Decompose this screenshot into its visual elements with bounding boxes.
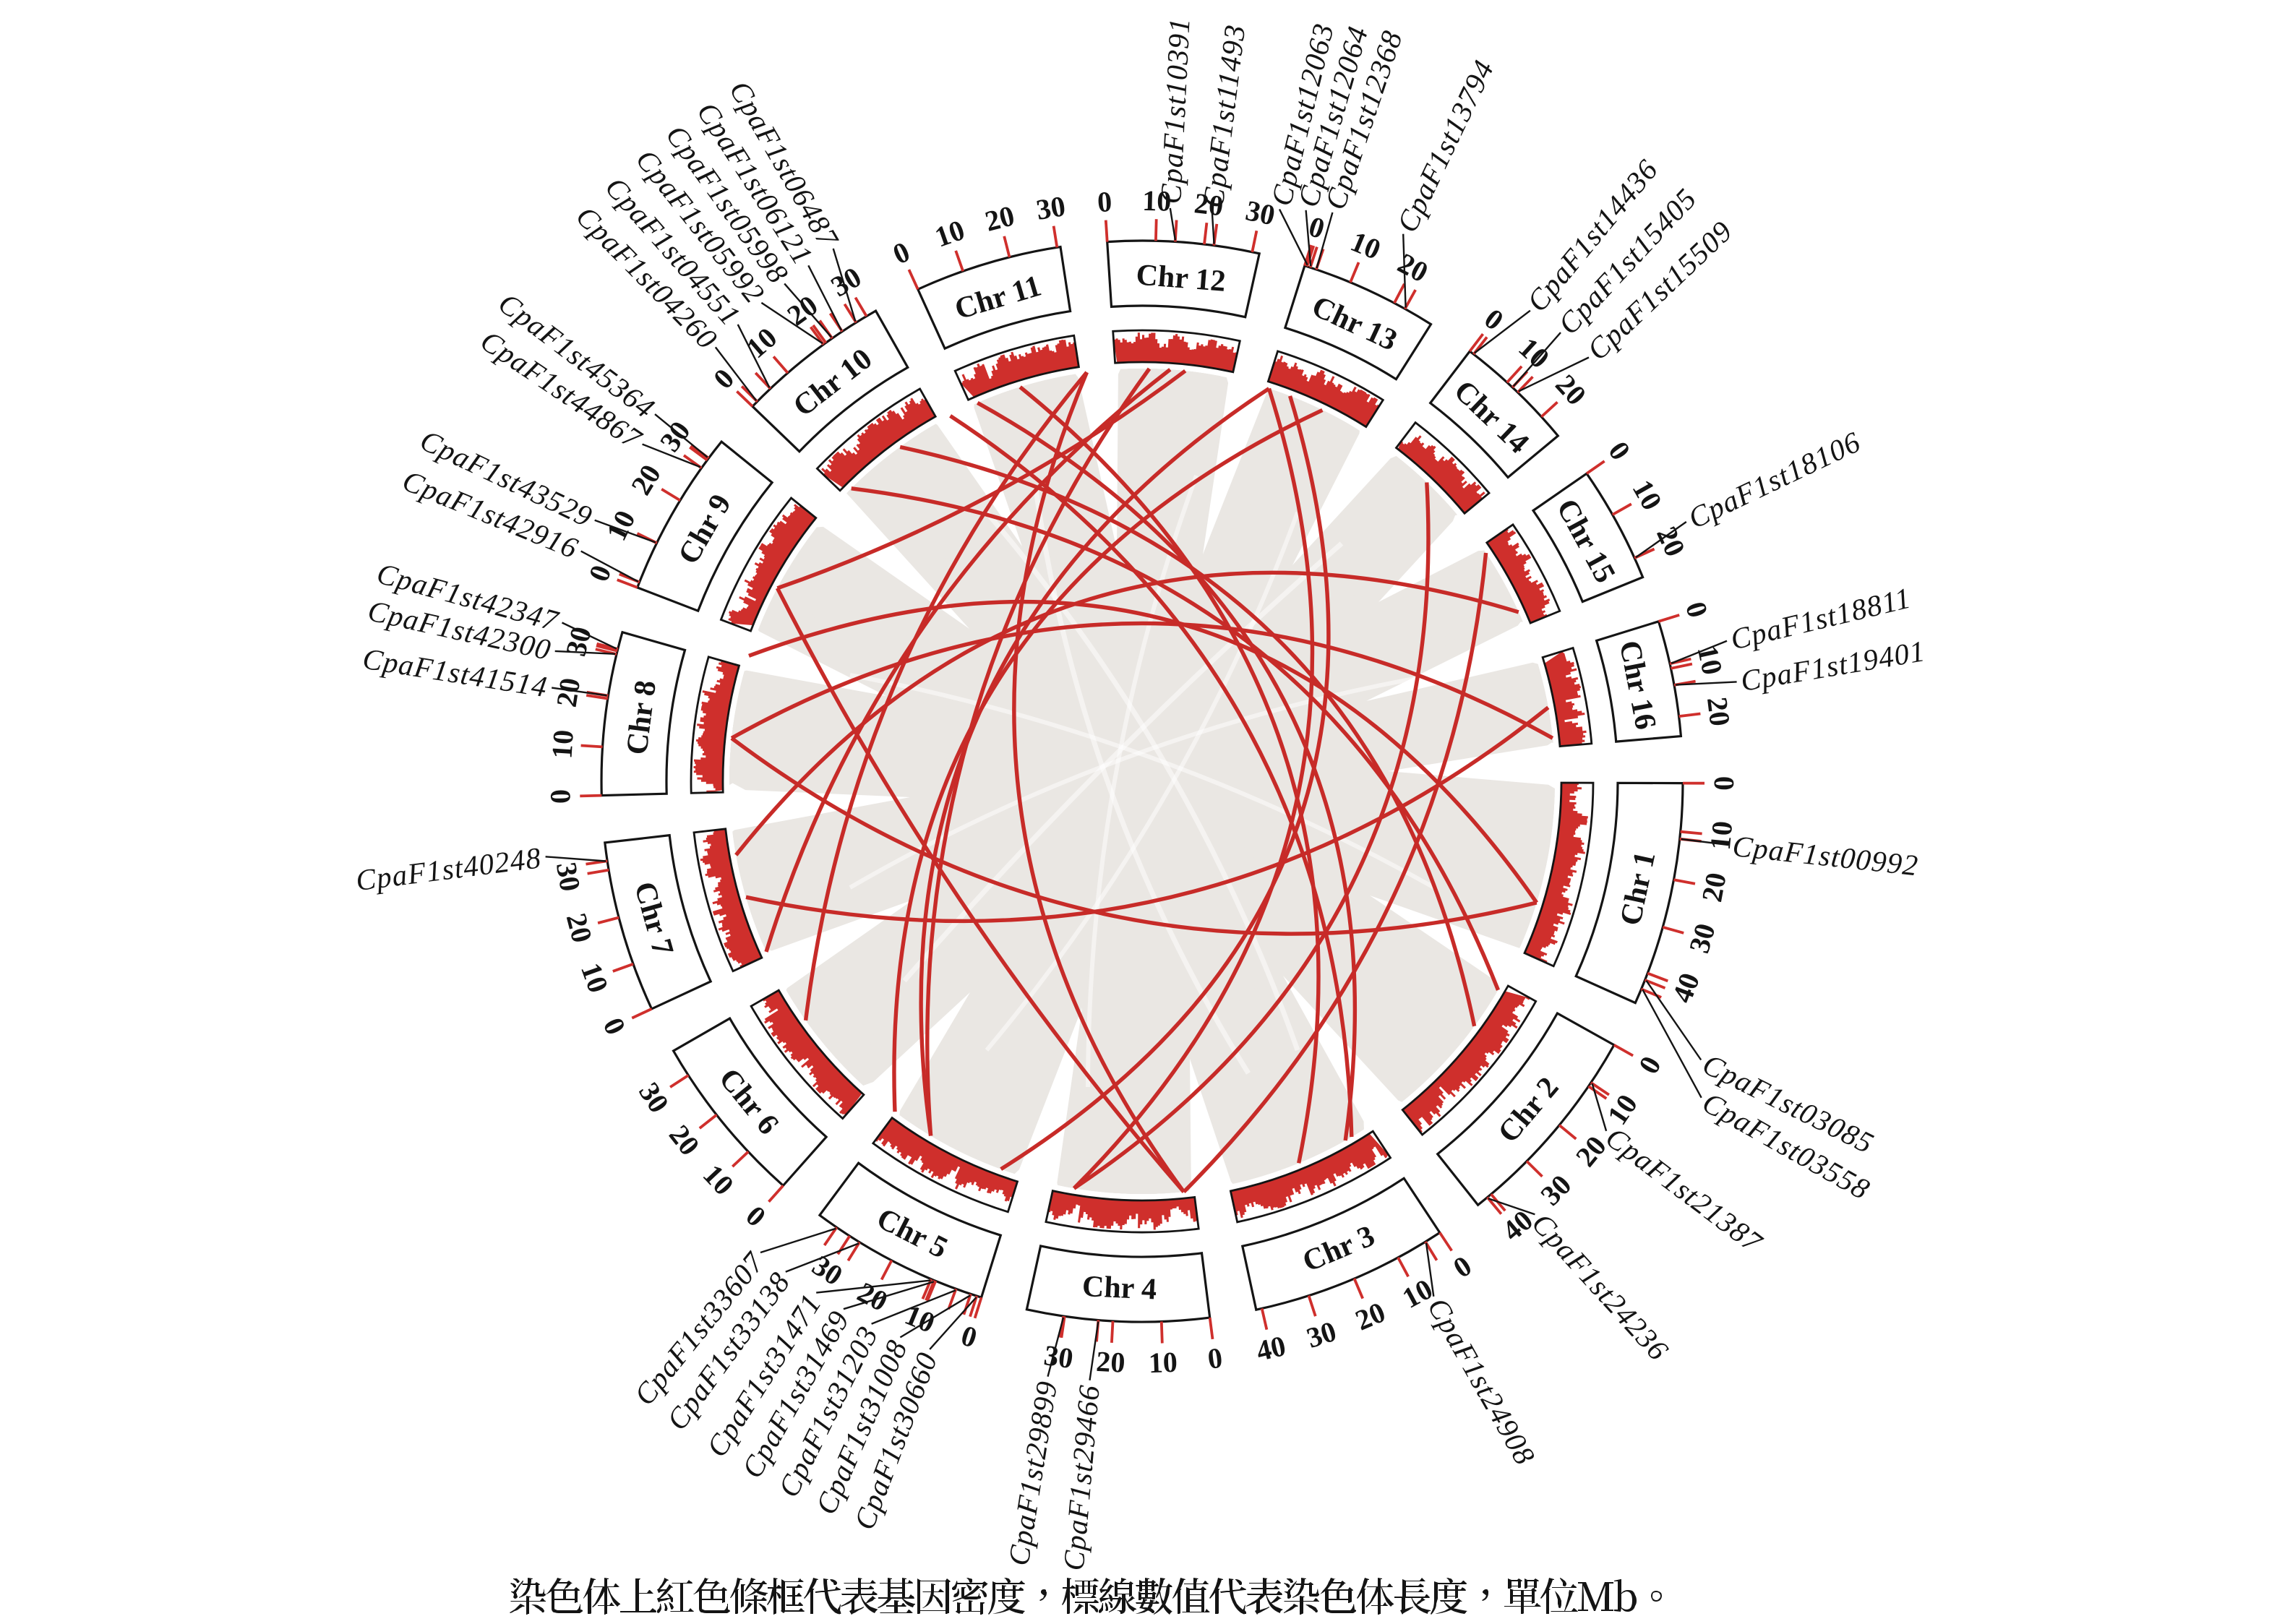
svg-text:20: 20 — [1193, 186, 1225, 222]
svg-text:40: 40 — [1253, 1329, 1289, 1367]
svg-text:20: 20 — [1695, 870, 1733, 905]
svg-text:30: 30 — [1034, 189, 1068, 226]
svg-text:20: 20 — [1095, 1345, 1125, 1379]
svg-text:10: 10 — [545, 729, 579, 760]
svg-text:0: 0 — [544, 789, 578, 804]
svg-text:10: 10 — [1148, 1346, 1178, 1379]
svg-text:20: 20 — [1701, 695, 1736, 728]
svg-text:0: 0 — [1097, 185, 1113, 218]
svg-text:Chr 12: Chr 12 — [1135, 258, 1227, 298]
svg-text:0: 0 — [1707, 776, 1740, 791]
svg-text:Chr 4: Chr 4 — [1081, 1270, 1157, 1307]
svg-text:10: 10 — [1142, 184, 1172, 218]
svg-text:10: 10 — [1704, 820, 1739, 851]
svg-text:30: 30 — [1042, 1339, 1076, 1375]
svg-text:30: 30 — [550, 860, 587, 894]
svg-text:30: 30 — [1243, 194, 1277, 231]
